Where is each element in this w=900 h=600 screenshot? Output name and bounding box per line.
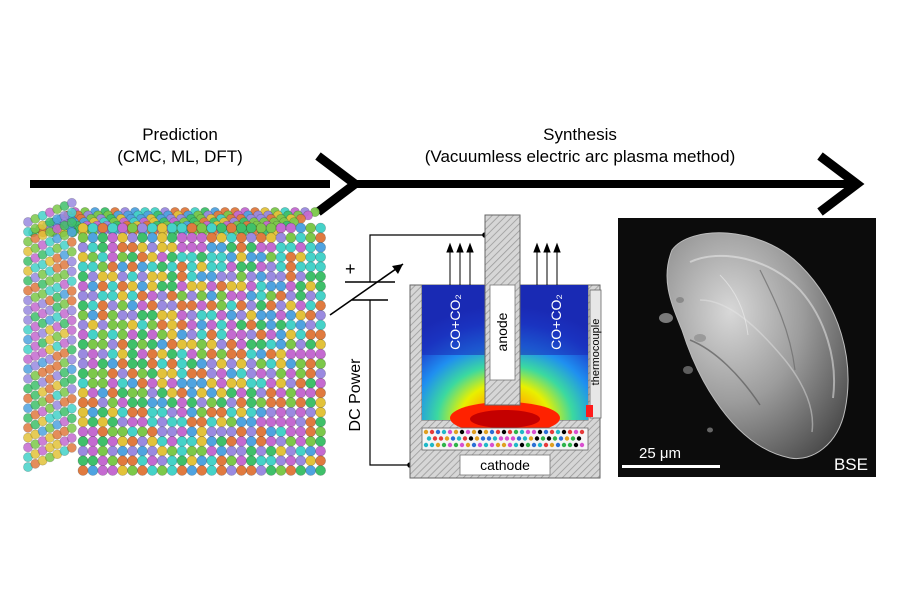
- scale-bar: [622, 465, 720, 468]
- bse-micrograph: 25 μm BSE: [618, 218, 876, 477]
- synthesis-method: (Vacuumless electric arc plasma method): [424, 147, 736, 166]
- anode-label: anode: [494, 312, 510, 351]
- gas-label-right: CO+CO₂: [548, 294, 564, 350]
- prediction-methods: (CMC, ML, DFT): [117, 147, 243, 166]
- atomistic-supercell: [23, 197, 326, 476]
- prediction-title: Prediction: [142, 125, 218, 144]
- prediction-arrow: [30, 152, 363, 216]
- synthesis-arrow: [355, 152, 865, 216]
- gas-label-left: CO+CO₂: [447, 294, 463, 350]
- thermocouple-label: thermocouple: [590, 319, 602, 386]
- detector-label: BSE: [834, 455, 868, 474]
- dc-power-plus-sign: +: [345, 259, 356, 279]
- gas-exhaust-arrows: [446, 242, 561, 285]
- dc-power-source-icon: [329, 263, 404, 316]
- cathode-label: cathode: [480, 457, 530, 473]
- powder-particles: [423, 429, 585, 448]
- synthesis-title: Synthesis: [543, 125, 617, 144]
- arc-reactor-schematic: + DC Power CO+CO₂ CO+CO₂ anode thermocou…: [329, 214, 602, 479]
- micrograph-grain: [659, 232, 849, 460]
- supercell-side-face: [23, 197, 77, 472]
- thermocouple: [589, 289, 602, 419]
- dc-power-label: DC Power: [347, 358, 364, 432]
- supercell-front-face: [77, 222, 326, 476]
- scale-bar-label: 25 μm: [639, 445, 681, 462]
